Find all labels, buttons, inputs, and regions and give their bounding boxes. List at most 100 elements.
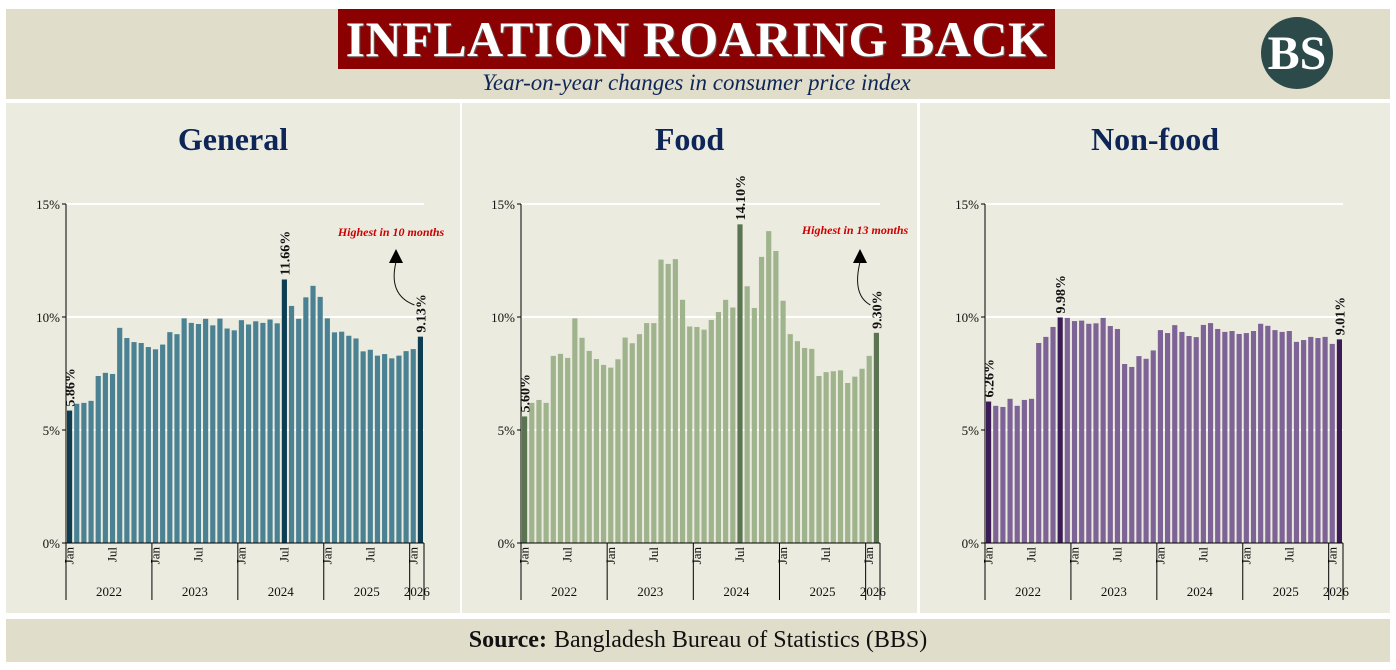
bar	[1308, 336, 1314, 543]
bar	[737, 224, 743, 543]
bar	[1243, 333, 1249, 543]
bar	[296, 318, 302, 543]
x-tick-label: Jul	[646, 547, 661, 563]
bar	[210, 325, 216, 543]
bar	[203, 318, 209, 543]
bar	[1279, 331, 1285, 543]
bar	[773, 251, 779, 543]
bar	[1150, 350, 1156, 543]
bar	[859, 368, 865, 543]
y-tick-label: 5%	[498, 423, 516, 438]
bar	[593, 359, 599, 543]
bar	[615, 359, 621, 543]
year-label: 2025	[810, 584, 836, 599]
year-label: 2022	[96, 584, 122, 599]
x-tick-label: Jan	[148, 547, 163, 565]
x-tick-label: Jul	[362, 547, 377, 563]
y-tick-label: 0%	[962, 536, 980, 551]
bar	[331, 332, 338, 543]
y-tick-label: 0%	[43, 536, 61, 551]
bar	[809, 348, 815, 543]
x-tick-label: Jan	[319, 547, 334, 565]
bar	[543, 402, 549, 543]
bar	[353, 338, 359, 543]
chart-subtitle: Year-on-year changes in consumer price i…	[482, 70, 911, 95]
bar	[651, 323, 657, 543]
bar	[550, 355, 556, 543]
y-tick-label: 10%	[955, 310, 979, 325]
bar	[586, 350, 592, 543]
bar	[1165, 333, 1171, 543]
bar	[224, 328, 230, 543]
bar	[246, 324, 252, 543]
bar	[579, 337, 585, 543]
data-label: 5.86%	[64, 368, 79, 407]
bar	[124, 338, 130, 543]
x-tick-label: Jan	[1067, 547, 1082, 565]
bar	[117, 327, 123, 543]
bar	[138, 342, 144, 543]
bar	[751, 307, 757, 543]
bar	[346, 335, 352, 543]
bar	[823, 372, 829, 543]
bar	[67, 410, 73, 543]
bar	[1050, 326, 1056, 543]
bar	[1086, 323, 1092, 543]
x-tick-label: Jul	[1024, 547, 1039, 563]
bar	[260, 322, 266, 543]
bar	[600, 364, 607, 543]
x-tick-label: Jul	[560, 547, 575, 563]
year-label: 2024	[268, 584, 295, 599]
bar	[374, 355, 381, 543]
bar	[572, 318, 578, 543]
bar	[1329, 343, 1335, 543]
bar	[403, 351, 409, 543]
x-tick-label: Jan	[689, 547, 704, 565]
bar	[109, 373, 116, 543]
bar	[1250, 331, 1257, 543]
x-tick-label: Jul	[732, 547, 747, 563]
bar	[88, 400, 94, 543]
bar	[529, 402, 535, 543]
bar	[1272, 330, 1278, 543]
title-banner: INFLATION ROARING BACK	[338, 9, 1055, 69]
bar	[794, 341, 801, 543]
data-label: 9.13%	[414, 294, 429, 333]
bar	[665, 263, 671, 543]
bar	[687, 326, 693, 543]
bar	[1301, 340, 1307, 543]
x-tick-label: Jan	[62, 547, 77, 565]
year-label: 2025	[1273, 584, 1299, 599]
bar	[310, 285, 316, 543]
year-label: 2026	[1323, 584, 1350, 599]
bar	[780, 300, 786, 543]
bar	[694, 326, 700, 543]
brand-logo: BS	[1261, 17, 1333, 89]
bar	[339, 331, 345, 543]
bar	[1322, 336, 1328, 543]
bar	[1114, 328, 1121, 543]
bar	[672, 259, 678, 543]
bar	[367, 349, 373, 543]
year-label: 2023	[1101, 584, 1127, 599]
bar	[816, 375, 822, 543]
x-tick-label: Jan	[1324, 547, 1339, 565]
bar	[1014, 405, 1020, 543]
bar	[417, 336, 423, 543]
bar	[1236, 333, 1242, 543]
bar	[1200, 324, 1206, 543]
bar	[195, 324, 202, 543]
bar	[758, 256, 765, 543]
bar	[382, 354, 388, 543]
y-tick-label: 15%	[36, 197, 60, 212]
bar	[1028, 398, 1035, 543]
bar	[389, 358, 395, 543]
bar	[1107, 326, 1113, 543]
annotation-text: Highest in 13 months	[801, 223, 909, 237]
year-label: 2022	[551, 584, 577, 599]
bar	[1179, 331, 1185, 543]
bar	[317, 296, 323, 543]
bar	[152, 349, 159, 543]
year-label: 2023	[182, 584, 208, 599]
